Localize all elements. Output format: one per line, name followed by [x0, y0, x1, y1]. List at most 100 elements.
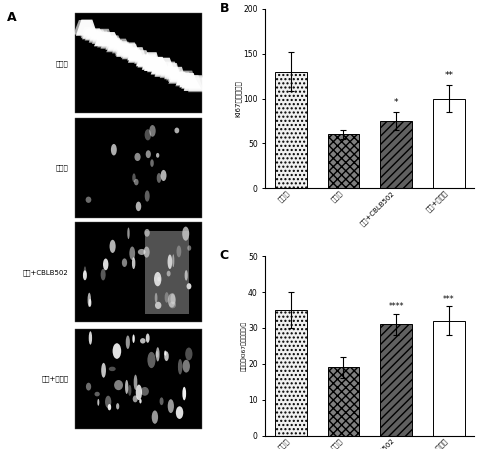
- Polygon shape: [101, 35, 124, 48]
- Ellipse shape: [84, 266, 86, 276]
- Polygon shape: [155, 62, 182, 77]
- Polygon shape: [112, 41, 131, 53]
- Ellipse shape: [146, 334, 149, 343]
- Bar: [328, 367, 359, 436]
- Polygon shape: [106, 39, 132, 52]
- Ellipse shape: [86, 197, 91, 203]
- Ellipse shape: [94, 392, 100, 396]
- Polygon shape: [142, 57, 166, 70]
- Ellipse shape: [111, 144, 117, 155]
- Text: B: B: [219, 2, 229, 15]
- Ellipse shape: [139, 399, 142, 404]
- Ellipse shape: [160, 397, 163, 405]
- Polygon shape: [184, 75, 203, 90]
- Ellipse shape: [89, 331, 92, 345]
- Polygon shape: [136, 56, 154, 65]
- Ellipse shape: [113, 343, 121, 359]
- Ellipse shape: [149, 125, 156, 137]
- Ellipse shape: [97, 399, 99, 406]
- Bar: [75, 118, 202, 218]
- Polygon shape: [97, 36, 123, 48]
- Polygon shape: [80, 26, 98, 37]
- Ellipse shape: [155, 302, 161, 309]
- Polygon shape: [168, 67, 186, 82]
- Polygon shape: [115, 44, 137, 56]
- Ellipse shape: [165, 292, 169, 303]
- Ellipse shape: [186, 283, 192, 289]
- Text: ***: ***: [443, 295, 455, 304]
- Polygon shape: [94, 32, 122, 46]
- Ellipse shape: [152, 410, 158, 424]
- Polygon shape: [168, 72, 195, 84]
- Polygon shape: [73, 20, 96, 35]
- Polygon shape: [122, 48, 145, 59]
- Ellipse shape: [157, 173, 161, 183]
- Polygon shape: [127, 50, 144, 61]
- Polygon shape: [121, 44, 141, 58]
- Polygon shape: [116, 43, 141, 57]
- Polygon shape: [137, 54, 161, 67]
- Ellipse shape: [187, 245, 191, 251]
- Ellipse shape: [108, 404, 111, 410]
- Ellipse shape: [136, 385, 142, 400]
- Ellipse shape: [144, 247, 149, 258]
- Bar: [75, 222, 202, 322]
- Ellipse shape: [164, 351, 166, 356]
- Polygon shape: [188, 77, 208, 92]
- Polygon shape: [89, 30, 108, 42]
- Ellipse shape: [168, 399, 174, 413]
- Polygon shape: [92, 29, 114, 44]
- Bar: [380, 121, 412, 188]
- Polygon shape: [107, 40, 126, 51]
- Polygon shape: [128, 47, 147, 62]
- Ellipse shape: [167, 271, 171, 277]
- Ellipse shape: [174, 128, 179, 133]
- Polygon shape: [151, 58, 176, 75]
- Ellipse shape: [155, 293, 158, 303]
- Polygon shape: [85, 32, 108, 40]
- Bar: [275, 310, 307, 436]
- Text: A: A: [7, 11, 16, 24]
- Polygon shape: [142, 52, 161, 69]
- Ellipse shape: [101, 269, 106, 281]
- Ellipse shape: [101, 363, 106, 378]
- Bar: [275, 72, 307, 188]
- Bar: [75, 329, 202, 429]
- Ellipse shape: [154, 272, 161, 286]
- Ellipse shape: [176, 246, 181, 257]
- Ellipse shape: [105, 396, 111, 408]
- Polygon shape: [76, 20, 98, 36]
- Ellipse shape: [138, 249, 146, 255]
- Ellipse shape: [145, 129, 151, 141]
- Bar: [433, 99, 465, 188]
- Ellipse shape: [184, 270, 188, 281]
- Ellipse shape: [168, 293, 176, 308]
- Ellipse shape: [125, 380, 128, 394]
- Ellipse shape: [133, 396, 138, 402]
- Ellipse shape: [110, 240, 115, 253]
- Ellipse shape: [136, 202, 141, 211]
- Ellipse shape: [134, 374, 137, 390]
- Ellipse shape: [134, 179, 138, 185]
- Text: 照射+CBLB502: 照射+CBLB502: [23, 269, 68, 276]
- Ellipse shape: [157, 277, 160, 282]
- Polygon shape: [181, 79, 201, 88]
- Ellipse shape: [146, 150, 151, 158]
- Ellipse shape: [135, 153, 141, 161]
- Ellipse shape: [140, 338, 146, 343]
- Polygon shape: [166, 68, 184, 80]
- Ellipse shape: [103, 259, 108, 270]
- Polygon shape: [96, 33, 114, 45]
- Ellipse shape: [168, 255, 172, 269]
- Polygon shape: [169, 72, 191, 83]
- Ellipse shape: [129, 247, 135, 260]
- Polygon shape: [175, 70, 198, 86]
- Ellipse shape: [182, 387, 186, 401]
- Ellipse shape: [185, 348, 193, 361]
- Text: C: C: [219, 249, 228, 262]
- Ellipse shape: [182, 360, 190, 373]
- Text: ****: ****: [388, 302, 404, 311]
- Polygon shape: [154, 66, 177, 76]
- Y-axis label: KI67阳性细胞数: KI67阳性细胞数: [235, 80, 242, 117]
- Ellipse shape: [144, 229, 150, 237]
